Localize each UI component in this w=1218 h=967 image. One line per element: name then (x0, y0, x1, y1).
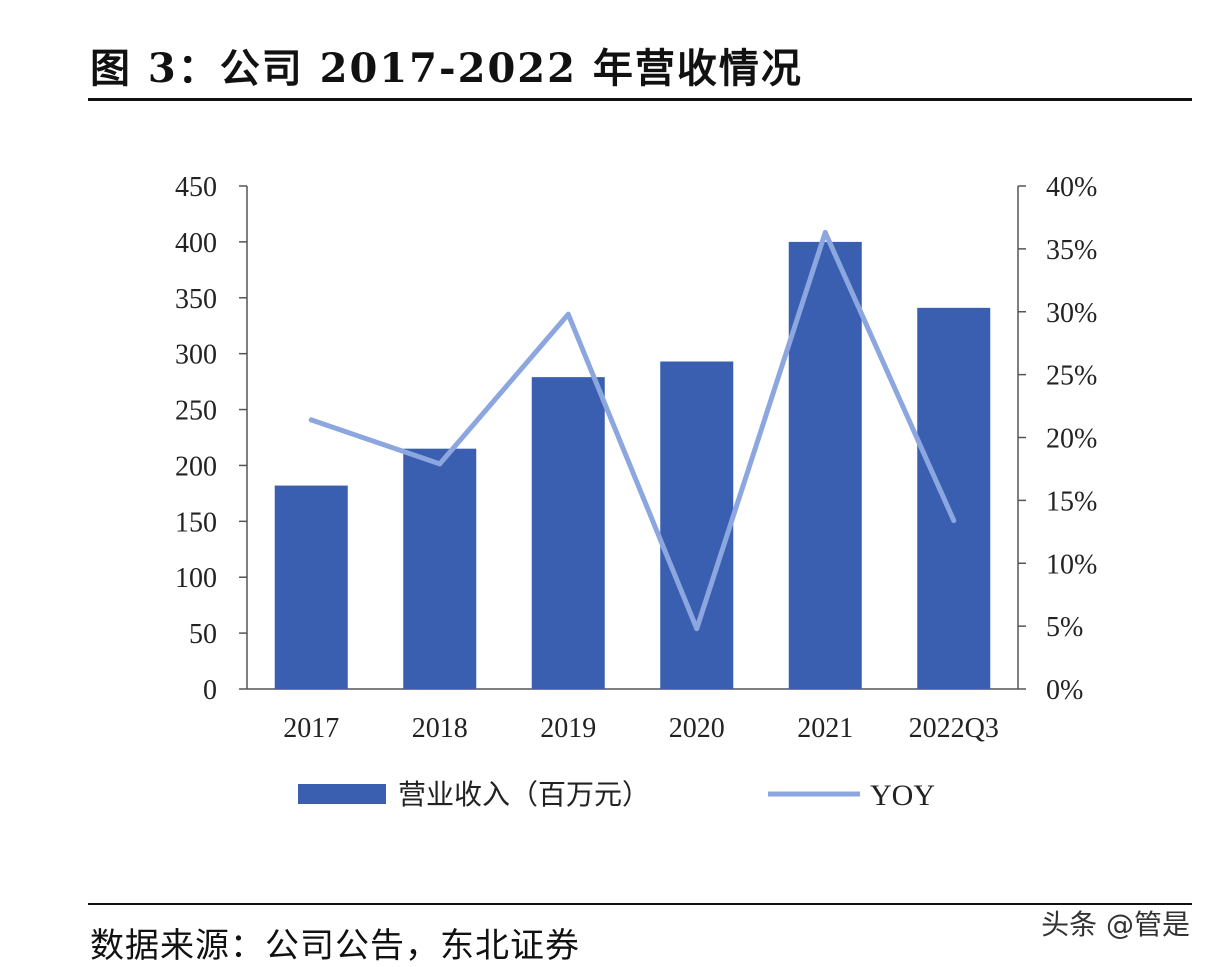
revenue-bar (274, 485, 348, 689)
yoy-point (437, 461, 443, 467)
title-rule (88, 98, 1192, 101)
x-axis-category-label: 2019 (540, 713, 596, 744)
revenue-bar (788, 241, 862, 689)
footer-rule (88, 903, 1192, 905)
chart-legend: 营业收入（百万元） YOY (298, 778, 935, 812)
revenue-chart: 0 50 100 150 200 250 300 350 400 450 0% 5% 10% 15% 20%… (175, 172, 1097, 812)
legend-bar-label: 营业收入（百万元） (398, 778, 650, 811)
left-axis-tick-label: 50 (189, 619, 217, 650)
left-axis-tick-label: 400 (175, 228, 217, 259)
right-axis-tick-label: 20% (1046, 424, 1097, 455)
yoy-point (308, 417, 314, 423)
left-axis-tick-label: 0 (203, 675, 217, 706)
left-axis-tick-label: 150 (175, 507, 217, 538)
right-axis-tick-label: 15% (1046, 486, 1097, 517)
figure-title: 图 3：公司 2017-2022 年营收情况 (90, 45, 803, 92)
right-axis-tick-label: 10% (1046, 549, 1097, 580)
yoy-line (308, 230, 957, 632)
left-axis-tick-label: 250 (175, 396, 217, 427)
right-axis-tick-label: 25% (1046, 361, 1097, 392)
chart-axes: 0 50 100 150 200 250 300 350 400 450 0% 5% 10% 15% 20%… (175, 172, 1097, 744)
x-axis-category-label: 2017 (283, 713, 339, 744)
legend-bar-swatch (298, 784, 386, 804)
revenue-bar (531, 377, 605, 689)
yoy-point (565, 311, 571, 317)
x-axis-category-label: 2018 (412, 713, 468, 744)
right-axis-tick-label: 40% (1046, 172, 1097, 203)
yoy-point (822, 230, 828, 236)
revenue-bar (403, 448, 477, 689)
left-axis-tick-label: 100 (175, 563, 217, 594)
x-axis-category-label: 2021 (797, 713, 853, 744)
yoy-point (951, 517, 957, 523)
x-axis-category-label: 2020 (669, 713, 725, 744)
watermark: 头条 @管是 (1041, 908, 1190, 941)
right-axis-tick-label: 5% (1046, 612, 1083, 643)
left-axis-tick-label: 350 (175, 284, 217, 315)
left-axis-tick-label: 450 (175, 172, 217, 203)
x-axis-category-label: 2022Q3 (909, 713, 999, 744)
right-axis-tick-label: 35% (1046, 235, 1097, 266)
right-axis-tick-label: 0% (1046, 675, 1083, 706)
legend-line-label: YOY (870, 779, 935, 812)
data-source-note: 数据来源：公司公告，东北证券 (90, 926, 580, 966)
yoy-point (694, 626, 700, 632)
revenue-bar (660, 361, 734, 689)
yoy-line-series (308, 230, 957, 632)
left-axis-tick-label: 300 (175, 340, 217, 371)
revenue-bars (274, 241, 991, 689)
revenue-bar (917, 307, 991, 689)
left-axis-tick-label: 200 (175, 451, 217, 482)
right-axis-tick-label: 30% (1046, 298, 1097, 329)
